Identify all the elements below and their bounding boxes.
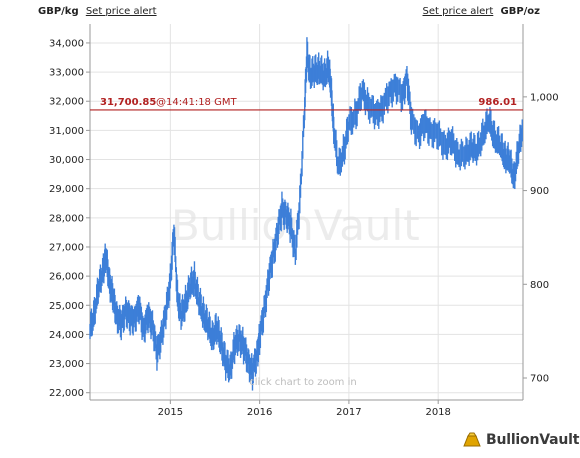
y-left-tick-label: 33,000 <box>49 68 84 79</box>
x-tick-label: 2017 <box>336 407 361 418</box>
set-price-alert-left-link[interactable]: Set price alert <box>85 6 157 17</box>
x-tick-label: 2018 <box>425 407 450 418</box>
y-left-tick-label: 30,000 <box>49 155 84 166</box>
y-left-tick-label: 23,000 <box>49 359 84 370</box>
zoom-hint-text: click chart to zoom in <box>249 377 356 388</box>
y-right-tick-label: 800 <box>530 280 549 291</box>
y-left-tick-label: 28,000 <box>49 213 84 224</box>
current-price-kg-label: 31,700.85 <box>100 97 156 108</box>
x-tick-label: 2015 <box>158 407 183 418</box>
bullionvault-logo[interactable]: BullionVault <box>462 428 579 452</box>
y-left-tick-label: 34,000 <box>49 38 84 49</box>
set-price-alert-right-link[interactable]: Set price alert <box>422 6 494 17</box>
y-right-tick-label: 900 <box>530 186 549 197</box>
watermark-text: BullionVault <box>171 201 420 250</box>
current-price-time-label: @14:41:18 GMT <box>156 97 237 108</box>
left-unit-label: GBP/kg <box>38 6 79 17</box>
y-left-tick-label: 32,000 <box>49 97 84 108</box>
x-tick-label: 2016 <box>247 407 272 418</box>
logo-text: BullionVault <box>486 432 580 448</box>
current-price-oz-label: 986.01 <box>478 97 517 108</box>
left-axis-header: GBP/kg Set price alert <box>38 6 157 17</box>
y-left-tick-label: 27,000 <box>49 242 84 253</box>
y-right-tick-label: 700 <box>530 373 549 384</box>
y-left-tick-label: 24,000 <box>49 330 84 341</box>
y-left-tick-label: 31,000 <box>49 126 84 137</box>
y-left-tick-label: 25,000 <box>49 301 84 312</box>
right-axis-header: Set price alert GBP/oz <box>423 6 540 17</box>
right-unit-label: GBP/oz <box>500 6 540 17</box>
gold-bar-icon <box>462 430 482 450</box>
price-series <box>89 37 523 391</box>
y-left-tick-label: 22,000 <box>49 388 84 399</box>
y-left-tick-label: 29,000 <box>49 184 84 195</box>
y-right-tick-label: 1,000 <box>530 92 559 103</box>
y-left-tick-label: 26,000 <box>49 272 84 283</box>
